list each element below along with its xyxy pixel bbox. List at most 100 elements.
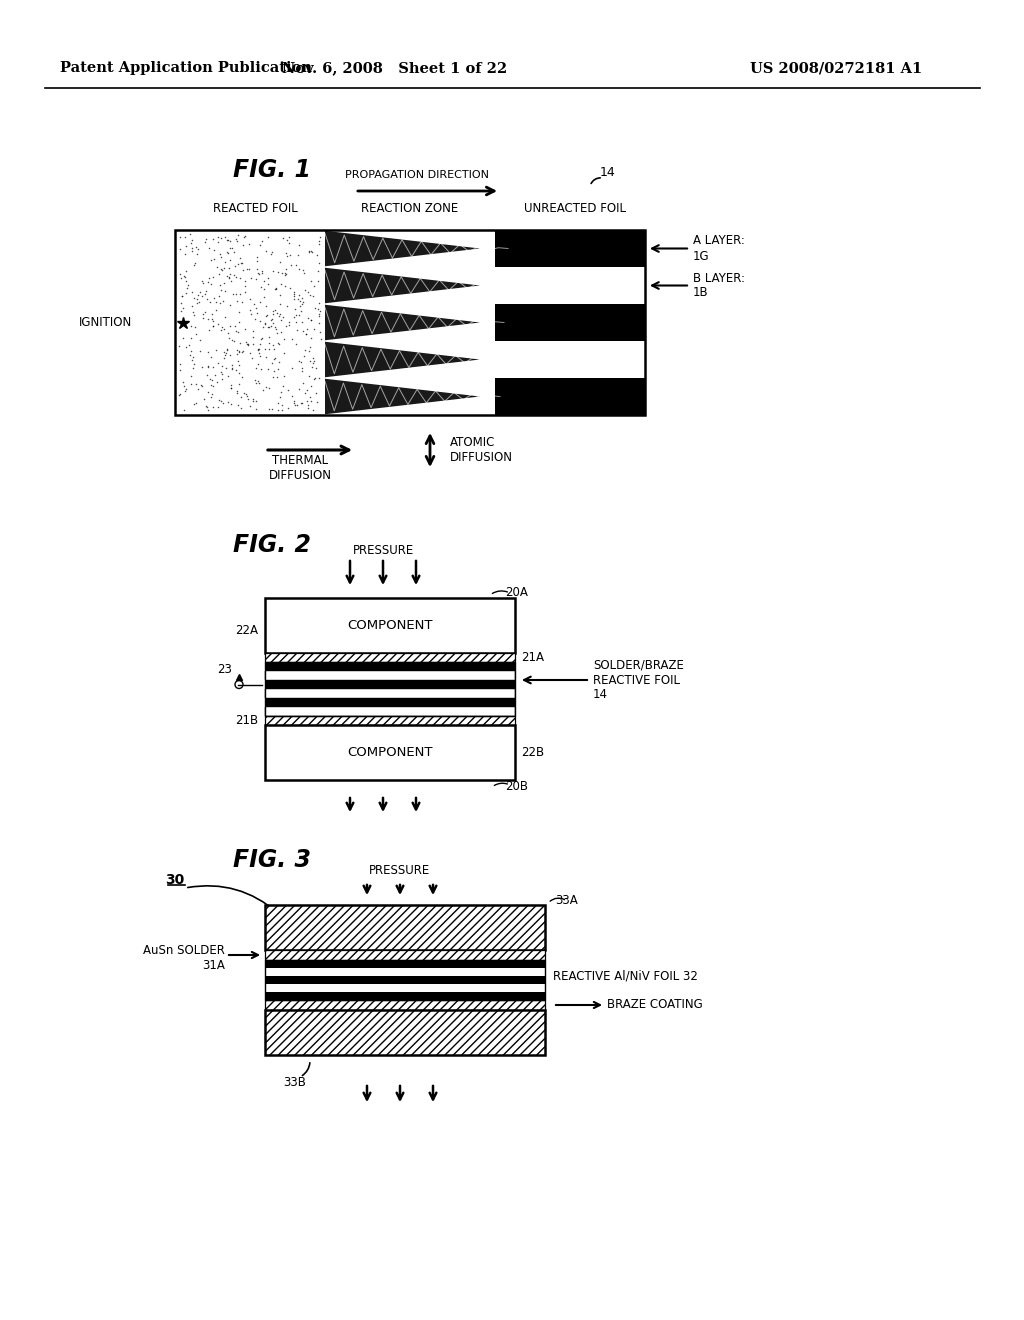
Point — [183, 341, 200, 362]
Point — [219, 230, 236, 251]
Point — [267, 279, 284, 300]
Point — [254, 260, 270, 281]
Point — [253, 276, 269, 297]
Point — [201, 267, 217, 288]
Point — [200, 355, 216, 376]
Point — [188, 236, 205, 257]
Point — [302, 327, 318, 348]
Point — [259, 267, 275, 288]
Point — [184, 238, 201, 259]
Point — [261, 333, 278, 354]
Point — [283, 253, 299, 275]
Point — [311, 367, 328, 388]
Point — [242, 300, 258, 321]
Point — [212, 275, 228, 296]
Point — [240, 333, 256, 354]
Point — [265, 367, 282, 388]
Point — [209, 371, 225, 392]
Polygon shape — [325, 305, 504, 341]
Point — [183, 281, 200, 302]
Point — [213, 260, 229, 281]
Point — [260, 273, 276, 294]
Point — [294, 294, 310, 315]
Point — [294, 288, 310, 309]
Point — [215, 273, 231, 294]
Point — [193, 341, 209, 362]
Point — [239, 385, 255, 407]
Point — [219, 243, 236, 264]
Point — [176, 265, 193, 286]
Point — [194, 271, 210, 292]
Point — [221, 294, 238, 315]
Point — [247, 370, 263, 391]
Point — [230, 374, 247, 395]
Point — [312, 322, 329, 343]
Point — [308, 356, 325, 378]
Point — [237, 276, 253, 297]
Point — [294, 360, 310, 381]
Point — [248, 391, 264, 412]
Point — [239, 259, 255, 280]
Point — [271, 293, 288, 314]
Point — [297, 280, 313, 301]
Point — [205, 228, 221, 249]
Text: 33B: 33B — [284, 1077, 306, 1089]
Point — [229, 350, 246, 371]
Bar — [265, 1001, 545, 1010]
Point — [225, 242, 242, 263]
Point — [305, 285, 322, 306]
Point — [292, 290, 308, 312]
Point — [209, 226, 225, 247]
Point — [172, 354, 188, 375]
Point — [208, 339, 224, 360]
Point — [185, 354, 202, 375]
Point — [250, 370, 266, 391]
Point — [302, 350, 318, 371]
Point — [291, 305, 307, 326]
Point — [195, 304, 211, 325]
Point — [286, 306, 302, 327]
Point — [298, 323, 314, 345]
Point — [197, 231, 213, 252]
Point — [276, 366, 293, 387]
Point — [289, 395, 305, 416]
Point — [267, 279, 284, 300]
Point — [241, 234, 257, 255]
Point — [304, 242, 321, 263]
Point — [301, 242, 317, 263]
Point — [248, 399, 264, 420]
Point — [197, 301, 213, 322]
Point — [286, 285, 302, 306]
Point — [211, 285, 227, 306]
Point — [259, 358, 275, 379]
Point — [263, 243, 280, 264]
Point — [238, 271, 254, 292]
Point — [306, 368, 323, 389]
Point — [236, 381, 252, 403]
Point — [224, 284, 241, 305]
Point — [258, 346, 274, 367]
Text: 21B: 21B — [234, 714, 258, 727]
Text: SOLDER/BRAZE
REACTIVE FOIL
14: SOLDER/BRAZE REACTIVE FOIL 14 — [593, 659, 684, 701]
Point — [274, 375, 291, 396]
Point — [293, 300, 309, 321]
Point — [278, 242, 294, 263]
Point — [231, 354, 248, 375]
Point — [216, 318, 232, 339]
Point — [256, 279, 272, 300]
Point — [285, 385, 301, 407]
Point — [245, 321, 261, 342]
Bar — [265, 950, 545, 960]
Point — [173, 300, 189, 321]
Text: PROPAGATION DIRECTION: PROPAGATION DIRECTION — [345, 170, 489, 180]
Point — [223, 393, 240, 414]
Point — [177, 380, 194, 401]
Point — [233, 342, 250, 363]
Point — [300, 395, 316, 416]
Point — [216, 345, 232, 366]
Point — [288, 333, 304, 354]
Point — [231, 341, 248, 362]
Point — [301, 285, 317, 306]
Point — [183, 348, 200, 370]
Point — [240, 334, 256, 355]
